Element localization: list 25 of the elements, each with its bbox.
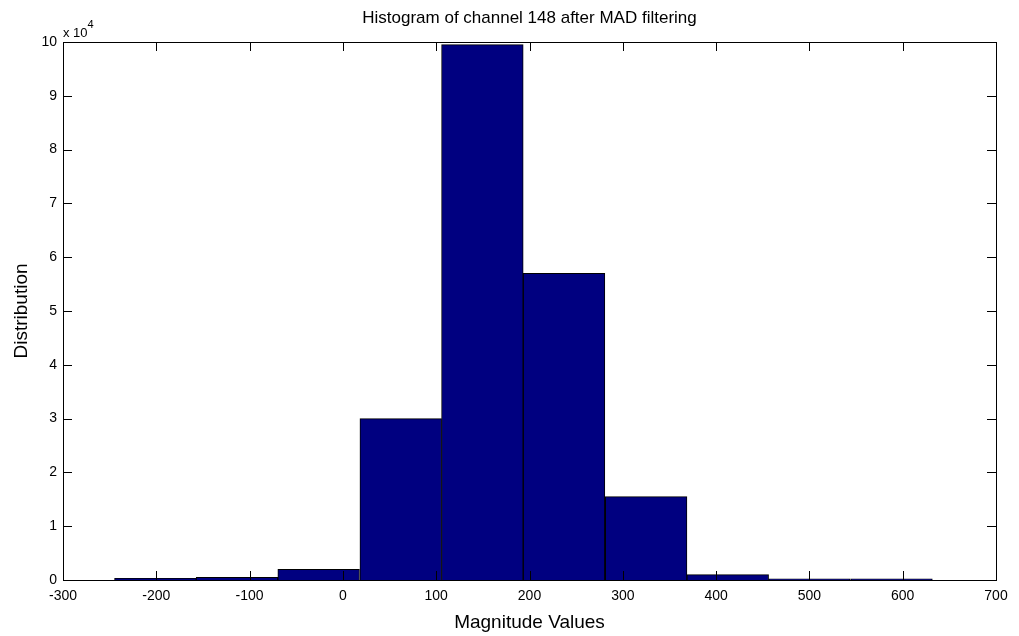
x-tick-label: 700 xyxy=(984,587,1008,604)
x-axis-title: Magnitude Values xyxy=(454,611,605,632)
x-tick-label: 100 xyxy=(424,587,449,604)
y-axis-title: Distribution xyxy=(10,263,31,359)
y-tick-label: 10 xyxy=(41,32,58,49)
x-tick-label: -300 xyxy=(48,587,78,604)
x-tick-label: 0 xyxy=(339,587,347,604)
y-tick-label: 3 xyxy=(49,409,58,426)
x-tick-label: -100 xyxy=(235,587,264,604)
y-tick-label: 4 xyxy=(49,355,58,372)
y-tick-label: 0 xyxy=(49,570,58,587)
x-tick-label: 600 xyxy=(891,587,915,604)
y-tick-label: 5 xyxy=(49,301,58,318)
x-tick-label: 200 xyxy=(517,587,542,604)
y-tick-label: 9 xyxy=(49,86,58,103)
y-tick-label: 6 xyxy=(49,248,58,265)
x-tick-label: -200 xyxy=(142,587,171,604)
x-tick-label: 400 xyxy=(704,587,728,604)
y-tick-label: 7 xyxy=(49,194,58,211)
chart-title: Histogram of channel 148 after MAD filtering xyxy=(362,8,697,27)
x-tick-label: 500 xyxy=(797,587,822,604)
y-tick-label: 8 xyxy=(49,140,58,157)
x-tick-label: 300 xyxy=(611,587,635,604)
y-tick-label: 2 xyxy=(49,463,58,480)
y-tick-label: 1 xyxy=(49,517,58,534)
